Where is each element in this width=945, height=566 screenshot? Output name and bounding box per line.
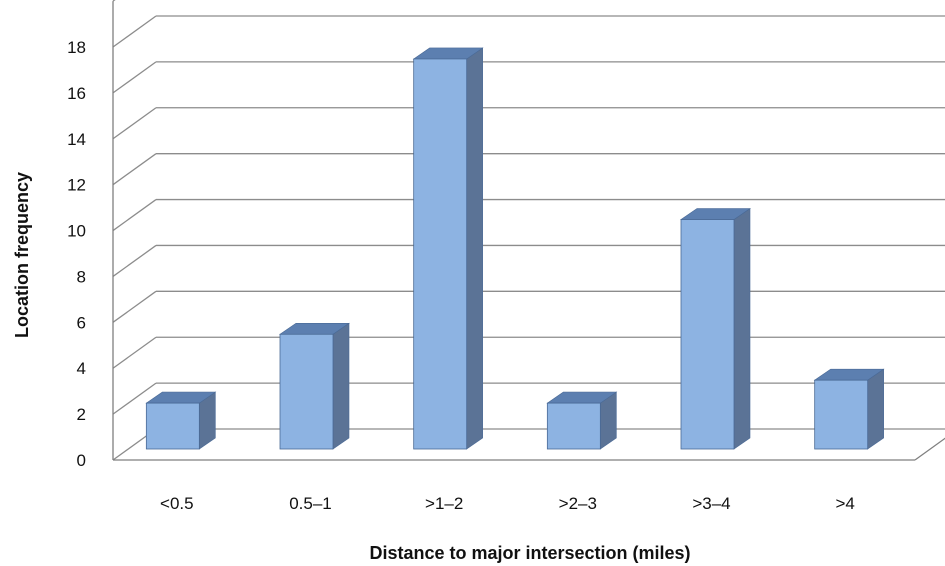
gridline — [112, 107, 945, 140]
y-tick-label: 8 — [77, 267, 86, 286]
x-tick-label: 0.5–1 — [289, 494, 332, 513]
x-tick-label: >1–2 — [425, 494, 463, 513]
bar — [279, 322, 350, 450]
gridline — [112, 198, 945, 232]
y-tick-label: 4 — [77, 359, 86, 378]
y-tick-label: 12 — [67, 176, 86, 195]
y-axis-title: Location frequency — [12, 172, 32, 338]
x-tick-label: >3–4 — [692, 494, 730, 513]
bar — [813, 368, 885, 450]
x-tick-label: <0.5 — [160, 494, 194, 513]
gridline — [112, 244, 945, 277]
y-tick-label: 18 — [67, 38, 86, 57]
bar — [145, 391, 217, 450]
y-tick-labels: 0 2 4 6 8 10 12 14 16 18 — [67, 38, 86, 470]
y-tick-label: 14 — [67, 130, 86, 149]
y-tick-label: 6 — [77, 313, 86, 332]
bar — [412, 47, 484, 450]
y-tick-label: 0 — [77, 451, 86, 470]
gridline — [112, 15, 945, 48]
gridline — [112, 290, 945, 323]
axes — [112, 1, 945, 461]
gridline-top — [112, 0, 116, 2]
x-tick-label: >2–3 — [559, 494, 597, 513]
bar — [680, 207, 751, 450]
gridline — [112, 336, 945, 369]
bars — [145, 47, 885, 450]
bar — [546, 391, 618, 450]
gridline — [112, 61, 945, 94]
floor-right-edge — [914, 437, 945, 461]
y-tick-label: 16 — [67, 84, 86, 103]
y-tick-label: 2 — [77, 405, 86, 424]
x-tick-labels: <0.5 0.5–1 >1–2 >2–3 >3–4 >4 — [160, 494, 855, 513]
x-tick-label: >4 — [835, 494, 854, 513]
gridline — [112, 153, 945, 186]
y-tick-label: 10 — [67, 222, 86, 241]
x-axis-title: Distance to major intersection (miles) — [369, 543, 690, 563]
